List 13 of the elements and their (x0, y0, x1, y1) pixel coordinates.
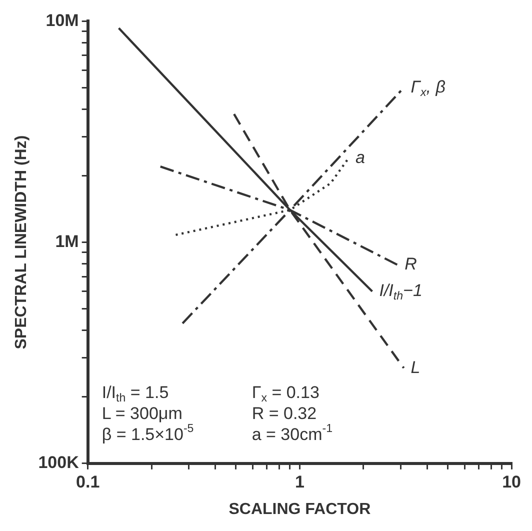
y-tick-label: 10M (46, 10, 79, 30)
y-tick-label: 1M (55, 232, 79, 251)
x-tick-label: 10 (502, 472, 522, 492)
x-tick-label: 0.1 (76, 472, 100, 492)
x-axis-title: SCALING FACTOR (228, 500, 372, 518)
annotation: L = 300μm (102, 404, 182, 424)
y-tick-label: 100K (38, 453, 80, 472)
series-label: a (356, 148, 365, 167)
x-tick-label: 1 (294, 472, 304, 492)
series-label: L (410, 358, 420, 377)
annotation: R = 0.32 (252, 404, 317, 424)
y-axis-title: SPECTRAL LINEWIDTH (Hz) (13, 135, 30, 350)
series-label: R (404, 254, 417, 274)
